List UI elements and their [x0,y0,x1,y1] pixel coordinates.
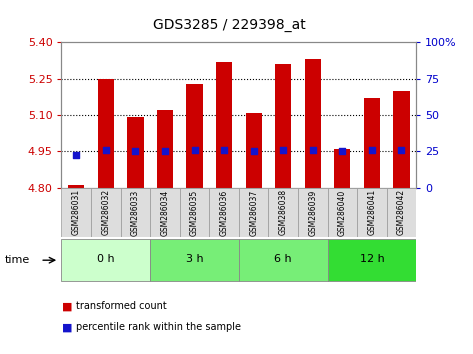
Text: GSM286033: GSM286033 [131,189,140,235]
Text: GSM286041: GSM286041 [368,189,377,235]
Text: ■: ■ [61,322,72,332]
Bar [334,149,350,188]
Text: GSM286040: GSM286040 [338,189,347,235]
Text: GSM286042: GSM286042 [397,189,406,235]
Point [102,147,110,153]
Bar [121,188,150,237]
Bar [61,239,150,281]
Text: transformed count: transformed count [76,301,166,311]
Bar [275,64,291,188]
Text: GDS3285 / 229398_at: GDS3285 / 229398_at [153,18,306,32]
Bar [364,98,380,188]
Text: GSM286035: GSM286035 [190,189,199,235]
Point [398,147,405,153]
Point [339,148,346,154]
Bar [268,188,298,237]
Point [368,147,376,153]
Bar [239,239,327,281]
Point [220,147,228,153]
Bar [91,188,121,237]
Bar [239,188,269,237]
Bar [387,188,416,237]
Bar [127,118,143,188]
Text: 6 h: 6 h [274,254,292,264]
Point [280,147,287,153]
Text: ■: ■ [61,301,72,311]
Point [309,147,316,153]
Bar [298,188,327,237]
Text: 0 h: 0 h [97,254,114,264]
Text: 3 h: 3 h [186,254,203,264]
Bar [186,84,202,188]
Bar [157,110,173,188]
Bar [245,113,262,188]
Bar [209,188,239,237]
Bar [68,185,84,188]
Bar [327,239,416,281]
Bar [98,79,114,188]
Text: GSM286034: GSM286034 [160,189,169,235]
Bar [305,59,321,188]
Bar [150,239,239,281]
Bar [180,188,209,237]
Text: GSM286032: GSM286032 [101,189,110,235]
Point [250,148,257,154]
Bar [216,62,232,188]
Text: GSM286036: GSM286036 [219,189,228,235]
Text: GSM286037: GSM286037 [249,189,258,235]
Text: percentile rank within the sample: percentile rank within the sample [76,322,241,332]
Text: time: time [5,255,30,265]
Bar [327,188,357,237]
Text: GSM286031: GSM286031 [72,189,81,235]
Text: GSM286039: GSM286039 [308,189,317,235]
Bar [394,91,410,188]
Point [72,152,80,158]
Bar [61,188,91,237]
Text: GSM286038: GSM286038 [279,189,288,235]
Bar [150,188,180,237]
Bar [357,188,387,237]
Point [131,148,139,154]
Point [161,148,169,154]
Point [191,147,198,153]
Text: 12 h: 12 h [359,254,384,264]
